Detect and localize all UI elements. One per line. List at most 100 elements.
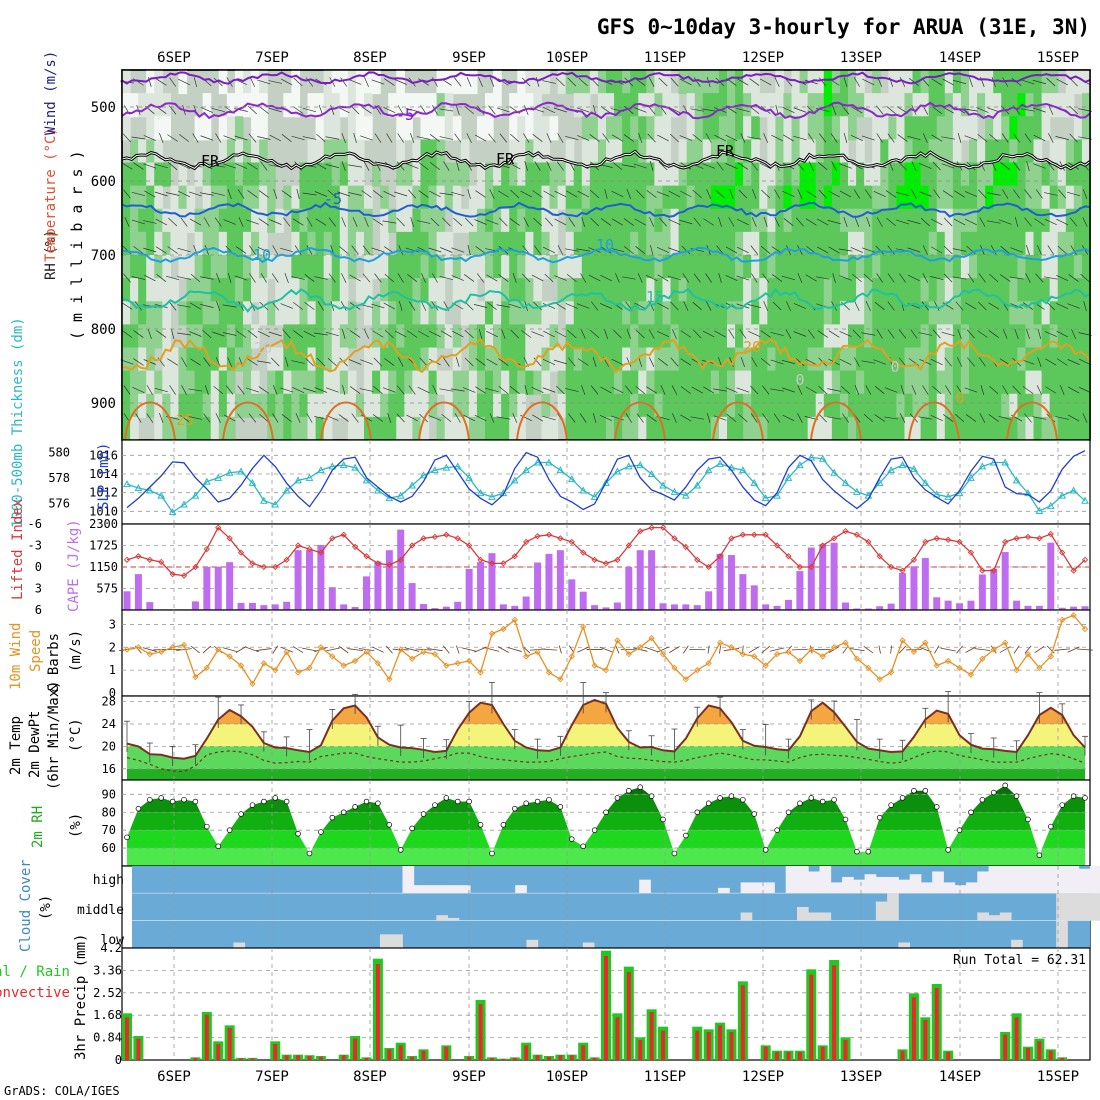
isotherm-loop	[222, 401, 274, 441]
rh-cell	[864, 231, 873, 256]
rh-cell	[323, 139, 333, 164]
rh-cell	[856, 231, 865, 256]
rh-cell	[323, 416, 333, 441]
rh-cell	[888, 231, 897, 256]
rh-cell	[896, 70, 906, 95]
rh-cell	[226, 370, 236, 395]
rh-cell	[396, 370, 405, 395]
rh-cell	[581, 231, 591, 256]
wind-barb	[839, 358, 852, 366]
wind-barb	[670, 357, 679, 367]
wind10-barb	[324, 647, 340, 652]
cloud-clear-cell	[458, 885, 471, 894]
rh-cell	[662, 324, 672, 349]
rh-cell	[541, 139, 551, 164]
thickness-point	[1081, 496, 1089, 504]
rh-cell	[759, 416, 768, 441]
rh-cell	[606, 255, 615, 280]
rh-cell	[428, 278, 438, 303]
wind-barb	[531, 387, 544, 393]
wind-barb	[565, 136, 579, 140]
wind10-barb	[245, 646, 260, 653]
wind-barb	[1044, 219, 1057, 225]
wind10-point	[751, 653, 758, 660]
rh-cell	[493, 231, 502, 256]
wind10-barb	[956, 645, 963, 654]
rh-cell	[694, 255, 704, 280]
rh-cell	[904, 278, 914, 303]
contour-label: 20	[254, 339, 272, 357]
li-point	[226, 535, 233, 542]
thickness-point	[944, 492, 952, 500]
wind10-point	[956, 664, 963, 671]
rh-cell	[226, 278, 236, 303]
wind-barb	[282, 329, 291, 339]
wind-barb	[159, 413, 164, 423]
rh-cell	[872, 393, 881, 418]
rh-point	[1082, 795, 1088, 801]
cape-tick: 1725	[89, 539, 118, 553]
precip-tick: 0.84	[93, 1031, 122, 1045]
rh-cell	[944, 416, 954, 441]
rh-cell	[839, 324, 849, 349]
wind-barb	[762, 273, 770, 283]
wind-barb	[428, 247, 442, 253]
wind-barb	[455, 161, 460, 171]
wind-barb	[453, 217, 463, 227]
wind-barb	[292, 330, 304, 338]
rh-cell	[420, 370, 430, 395]
rh-cell	[380, 208, 389, 233]
rh-cell	[170, 347, 180, 372]
wind-barb	[898, 329, 907, 339]
thickness-point	[1069, 486, 1078, 494]
wind-barb	[672, 413, 677, 423]
wind10-point	[773, 651, 781, 658]
wind-barb	[843, 77, 848, 87]
rh-cell	[622, 347, 631, 372]
wind-barb	[736, 107, 750, 113]
rh-cell	[347, 393, 357, 418]
rh-cell	[638, 393, 647, 418]
rh-cell	[565, 70, 575, 95]
wind-barb	[589, 329, 600, 339]
rh-cell	[541, 324, 551, 349]
wind-barb	[737, 78, 749, 86]
wind-barb	[439, 136, 454, 140]
rh-cell	[831, 162, 841, 187]
wind-barb	[942, 106, 954, 114]
wind-barb	[690, 108, 705, 112]
precip-conv-bar	[946, 1052, 951, 1060]
rh-cell	[751, 208, 760, 233]
wind-barb	[693, 329, 702, 339]
cloud-clear-cell	[582, 942, 595, 948]
rh-cell	[218, 162, 228, 187]
cloud-clear-cell	[751, 882, 764, 894]
thickness-point	[294, 476, 302, 484]
wind-barb	[512, 413, 518, 423]
wind-barb	[215, 133, 222, 143]
rh-cell	[1065, 416, 1075, 441]
wind-barb	[364, 77, 369, 87]
cape-bar	[477, 562, 485, 610]
wind-barb	[693, 217, 701, 227]
wind-barb	[832, 273, 836, 283]
rh-cell	[323, 162, 333, 187]
rh-cell	[606, 231, 615, 256]
rh-cell	[928, 162, 938, 187]
wind10-point	[1047, 653, 1054, 660]
rh-cell	[509, 185, 518, 210]
rh-cell	[460, 416, 470, 441]
rh-cell	[347, 208, 357, 233]
cape-bar	[397, 529, 405, 610]
rh-cell	[525, 70, 534, 95]
top-date-label: 6SEP	[157, 50, 191, 66]
chart-title: GFS 0~10day 3-hourly for ARUA (31E, 3N)	[597, 15, 1090, 39]
cloud-clear-cell	[1090, 866, 1100, 894]
cloud-clear-cell	[875, 876, 888, 894]
li-point	[967, 549, 975, 556]
wind-barb	[797, 413, 803, 423]
thickness-point	[830, 468, 838, 476]
top-date-label: 15SEP	[1037, 50, 1079, 66]
rh-cell	[783, 116, 793, 141]
